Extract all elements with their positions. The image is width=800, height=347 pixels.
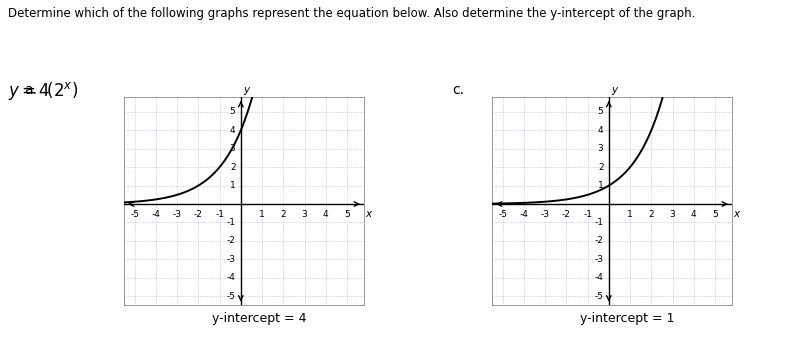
Text: 3: 3: [670, 210, 675, 219]
Text: -4: -4: [594, 273, 603, 282]
Text: 5: 5: [230, 108, 235, 116]
Text: 4: 4: [691, 210, 697, 219]
Text: 4: 4: [230, 126, 235, 135]
Text: -1: -1: [583, 210, 592, 219]
Text: 4: 4: [598, 126, 603, 135]
Text: 1: 1: [627, 210, 633, 219]
Text: -2: -2: [226, 236, 235, 245]
Text: -4: -4: [226, 273, 235, 282]
Text: 5: 5: [712, 210, 718, 219]
Text: 3: 3: [230, 144, 235, 153]
Text: -5: -5: [226, 291, 235, 301]
Text: 5: 5: [344, 210, 350, 219]
Text: $y = 4\!\left(2^x\right)$: $y = 4\!\left(2^x\right)$: [8, 80, 78, 102]
Text: -1: -1: [226, 218, 235, 227]
Text: -1: -1: [594, 218, 603, 227]
Text: -2: -2: [194, 210, 202, 219]
Text: x: x: [733, 209, 739, 219]
Text: y-intercept = 4: y-intercept = 4: [212, 312, 306, 325]
Text: x: x: [365, 209, 371, 219]
Text: 2: 2: [649, 210, 654, 219]
Text: Determine which of the following graphs represent the equation below. Also deter: Determine which of the following graphs …: [8, 7, 695, 20]
Text: 1: 1: [259, 210, 265, 219]
Text: 5: 5: [598, 108, 603, 116]
Text: -1: -1: [215, 210, 224, 219]
Text: -3: -3: [173, 210, 182, 219]
Text: y: y: [611, 85, 617, 95]
Text: -5: -5: [130, 210, 139, 219]
Text: 3: 3: [302, 210, 307, 219]
Text: -2: -2: [562, 210, 570, 219]
Text: 2: 2: [230, 163, 235, 172]
Text: 3: 3: [598, 144, 603, 153]
Text: 1: 1: [598, 181, 603, 190]
Text: -3: -3: [541, 210, 550, 219]
Text: -3: -3: [226, 255, 235, 264]
Text: c.: c.: [452, 83, 464, 97]
Text: -3: -3: [594, 255, 603, 264]
Text: 2: 2: [598, 163, 603, 172]
Text: -5: -5: [498, 210, 507, 219]
Text: -4: -4: [519, 210, 528, 219]
Text: y: y: [243, 85, 249, 95]
Text: -4: -4: [151, 210, 160, 219]
Text: 1: 1: [230, 181, 235, 190]
Text: 4: 4: [323, 210, 329, 219]
Text: -5: -5: [594, 291, 603, 301]
Text: -2: -2: [594, 236, 603, 245]
Text: y-intercept = 1: y-intercept = 1: [580, 312, 674, 325]
Text: 2: 2: [281, 210, 286, 219]
Text: a.: a.: [24, 83, 37, 97]
